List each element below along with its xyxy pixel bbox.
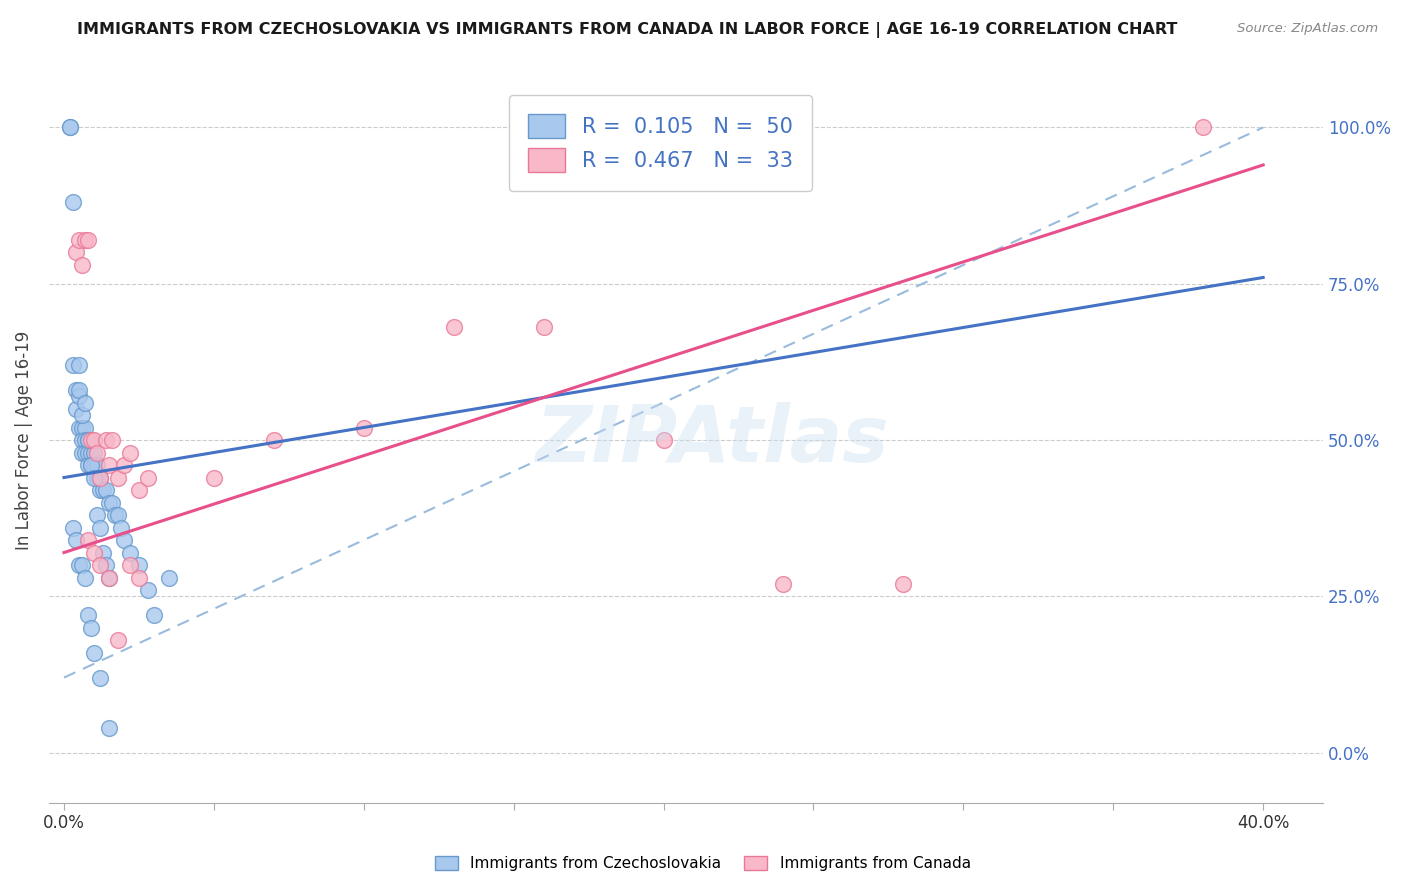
Point	[73, 233, 96, 247]
Point	[893, 576, 915, 591]
Y-axis label: In Labor Force | Age 16-19: In Labor Force | Age 16-19	[15, 330, 32, 549]
Point	[97, 721, 120, 735]
Point	[89, 671, 111, 685]
Point	[62, 520, 84, 534]
Point	[112, 458, 135, 472]
Point	[73, 395, 96, 409]
Point	[67, 358, 90, 372]
Point	[89, 520, 111, 534]
Point	[73, 420, 96, 434]
Point	[65, 383, 87, 397]
Point	[202, 470, 225, 484]
Point	[533, 320, 555, 334]
Point	[118, 445, 141, 459]
Point	[443, 320, 465, 334]
Point	[107, 470, 129, 484]
Point	[77, 608, 100, 623]
Point	[263, 433, 285, 447]
Point	[59, 120, 82, 135]
Point	[128, 558, 150, 572]
Point	[77, 533, 100, 547]
Point	[83, 470, 105, 484]
Point	[80, 621, 103, 635]
Point	[67, 389, 90, 403]
Text: ZIPAtlas: ZIPAtlas	[534, 402, 889, 478]
Point	[104, 508, 127, 522]
Point	[136, 582, 159, 597]
Point	[83, 458, 105, 472]
Point	[94, 483, 117, 497]
Point	[86, 470, 108, 484]
Point	[94, 433, 117, 447]
Point	[86, 458, 108, 472]
Point	[70, 420, 93, 434]
Point	[65, 533, 87, 547]
Point	[62, 358, 84, 372]
Point	[59, 120, 82, 135]
Point	[136, 470, 159, 484]
Point	[91, 545, 114, 559]
Point	[118, 558, 141, 572]
Point	[353, 420, 375, 434]
Point	[77, 433, 100, 447]
Point	[118, 545, 141, 559]
Point	[1192, 120, 1215, 135]
Point	[772, 576, 794, 591]
Legend: Immigrants from Czechoslovakia, Immigrants from Canada: Immigrants from Czechoslovakia, Immigran…	[429, 850, 977, 877]
Point	[73, 570, 96, 584]
Point	[77, 433, 100, 447]
Point	[70, 558, 93, 572]
Point	[652, 433, 675, 447]
Point	[83, 445, 105, 459]
Legend: R =  0.105   N =  50, R =  0.467   N =  33: R = 0.105 N = 50, R = 0.467 N = 33	[509, 95, 811, 191]
Point	[73, 433, 96, 447]
Point	[70, 445, 93, 459]
Point	[142, 608, 165, 623]
Point	[101, 495, 124, 509]
Point	[94, 558, 117, 572]
Point	[128, 483, 150, 497]
Point	[157, 570, 180, 584]
Point	[80, 433, 103, 447]
Point	[110, 520, 132, 534]
Text: Source: ZipAtlas.com: Source: ZipAtlas.com	[1237, 22, 1378, 36]
Point	[77, 233, 100, 247]
Point	[77, 445, 100, 459]
Point	[86, 508, 108, 522]
Point	[70, 408, 93, 422]
Point	[112, 533, 135, 547]
Point	[67, 383, 90, 397]
Point	[86, 445, 108, 459]
Point	[97, 458, 120, 472]
Point	[80, 458, 103, 472]
Point	[107, 633, 129, 648]
Point	[67, 233, 90, 247]
Point	[70, 258, 93, 272]
Point	[62, 195, 84, 210]
Point	[97, 495, 120, 509]
Point	[91, 483, 114, 497]
Point	[83, 433, 105, 447]
Text: IMMIGRANTS FROM CZECHOSLOVAKIA VS IMMIGRANTS FROM CANADA IN LABOR FORCE | AGE 16: IMMIGRANTS FROM CZECHOSLOVAKIA VS IMMIGR…	[77, 22, 1178, 38]
Point	[89, 470, 111, 484]
Point	[77, 458, 100, 472]
Point	[101, 433, 124, 447]
Point	[70, 433, 93, 447]
Point	[83, 646, 105, 660]
Point	[97, 570, 120, 584]
Point	[80, 458, 103, 472]
Point	[89, 483, 111, 497]
Point	[67, 558, 90, 572]
Point	[80, 445, 103, 459]
Point	[65, 401, 87, 416]
Point	[83, 545, 105, 559]
Point	[73, 445, 96, 459]
Point	[107, 508, 129, 522]
Point	[89, 558, 111, 572]
Point	[128, 570, 150, 584]
Point	[89, 470, 111, 484]
Point	[65, 245, 87, 260]
Point	[97, 570, 120, 584]
Point	[67, 420, 90, 434]
